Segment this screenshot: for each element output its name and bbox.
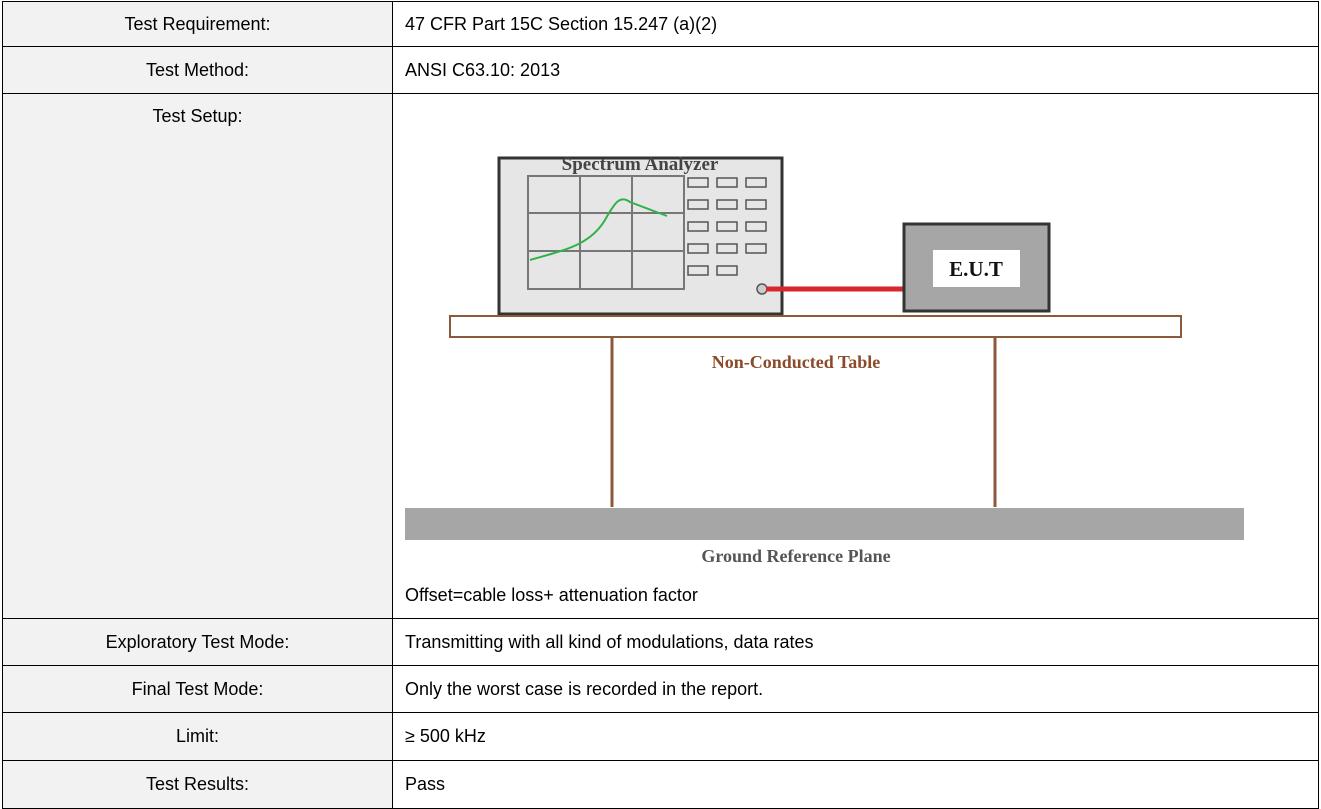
- row-label: Test Requirement:: [2, 1, 393, 47]
- row-label: Exploratory Test Mode:: [2, 618, 393, 666]
- table-label: Non-Conducted Table: [712, 352, 881, 372]
- spectrum-analyzer: [497, 156, 784, 316]
- table-top: [449, 315, 1182, 338]
- ground-plane: [405, 508, 1244, 540]
- row-label: Test Method:: [2, 46, 393, 94]
- analyzer-label: Spectrum Analyzer: [562, 154, 719, 175]
- row-label: Test Results:: [2, 760, 393, 809]
- row-label: Test Setup:: [2, 93, 393, 619]
- eut-label: E.U.T: [949, 257, 1003, 281]
- eut: [902, 222, 1051, 313]
- row-label: Limit:: [2, 712, 393, 761]
- setup-note: Offset=cable loss+ attenuation factor: [405, 585, 698, 605]
- row-label: Final Test Mode:: [2, 665, 393, 713]
- ground-label: Ground Reference Plane: [701, 546, 890, 566]
